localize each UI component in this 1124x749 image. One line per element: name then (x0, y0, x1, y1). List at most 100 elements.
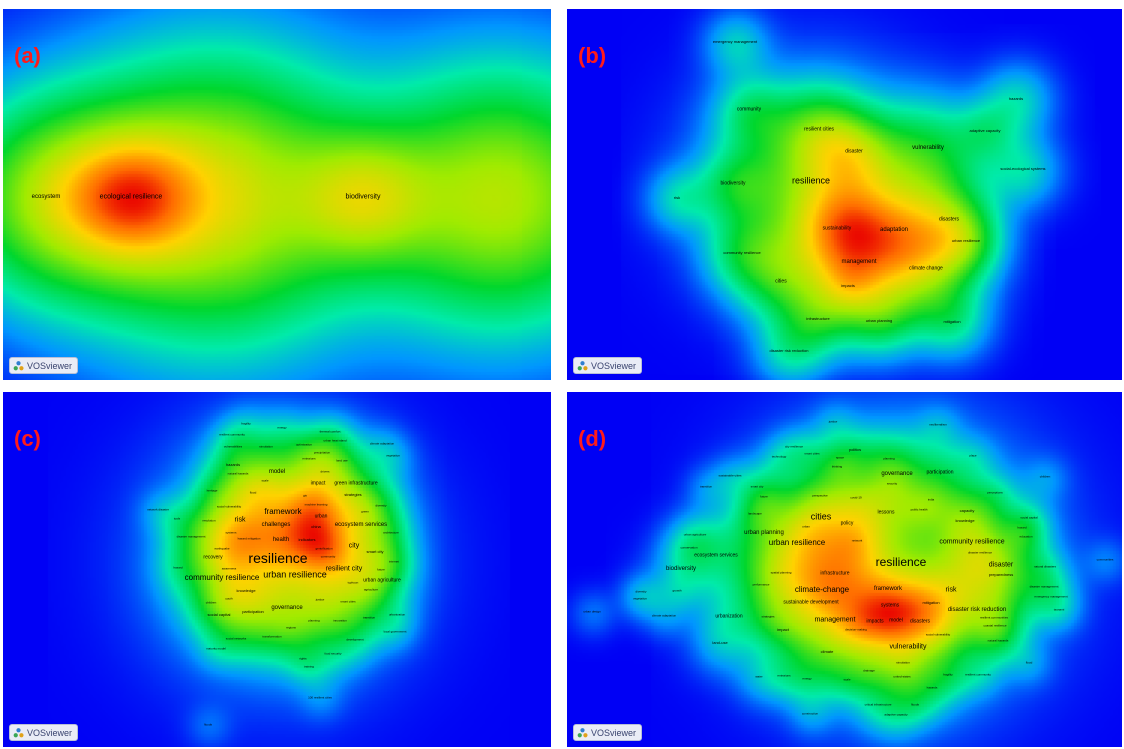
keyword-label: justice (315, 597, 325, 602)
keyword-label: strategies (344, 492, 362, 497)
keyword-label: urban planning (744, 530, 784, 536)
keyword-label: urban planning (865, 318, 893, 323)
keyword-label: climate change (909, 265, 943, 272)
keyword-label: green (361, 509, 369, 514)
keyword-label: regions (286, 625, 296, 630)
panel-label: (d) (578, 426, 607, 451)
keyword-label: disasters (938, 216, 960, 223)
keyword-label: adaptation (879, 227, 909, 233)
keyword-label: space (835, 455, 845, 460)
keyword-label: participation (926, 469, 954, 476)
keyword-label: planning (308, 618, 320, 623)
keyword-label: resilience (791, 175, 831, 186)
density-map-panel-c: fragility energy thermal comfort resilient … (3, 392, 551, 747)
keyword-label: adaptive capacity (884, 712, 908, 717)
keyword-label: urban heat island (323, 438, 347, 443)
keyword-label: vulnerabilities (223, 444, 243, 449)
keyword-label: machine learning (304, 502, 328, 507)
vosviewer-logo-icon (13, 361, 24, 371)
keyword-label: vegetation (386, 453, 400, 458)
keyword-label: social capital (1020, 515, 1038, 520)
keyword-label: resilience (248, 550, 308, 566)
keyword-label: transformation (262, 634, 282, 639)
keyword-label: technology (771, 454, 787, 459)
keyword-label: risk (945, 586, 957, 594)
keyword-label: maturity model (206, 646, 226, 651)
keyword-label: covid-19 (850, 495, 862, 500)
keyword-label: construction (801, 711, 819, 716)
keyword-label: drivers (320, 469, 330, 474)
density-heatmap (3, 9, 551, 380)
keyword-label: security (886, 481, 898, 486)
keyword-label: gentrification (315, 546, 333, 551)
keyword-label: food security (324, 651, 342, 656)
keyword-label: growth (672, 588, 682, 593)
keyword-label: smart city (366, 549, 384, 554)
keyword-label: future (377, 567, 385, 572)
keyword-label: thermal comfort (319, 429, 341, 434)
badge-label: VOSviewer (591, 727, 637, 738)
keyword-label: scale (261, 478, 269, 483)
keyword-label: children (205, 600, 217, 605)
keyword-label: climate-change (794, 585, 850, 594)
panel-label: (a) (14, 43, 41, 68)
keyword-label: urban (314, 513, 328, 520)
keyword-label: urbanization (388, 612, 406, 617)
keyword-label: development (346, 637, 364, 642)
keyword-label: typhoon (347, 580, 359, 585)
badge-label: VOSviewer (27, 727, 73, 738)
keyword-label: smart cities (804, 451, 820, 456)
badge-label: VOSviewer (591, 360, 637, 371)
keyword-label: vulnerability (889, 643, 927, 651)
keyword-label: disaster management (176, 534, 206, 539)
keyword-label: simulation (896, 660, 910, 665)
keyword-label: hazard (173, 565, 183, 570)
keyword-label: sustainability (822, 225, 852, 232)
keyword-label: resilient community (965, 672, 991, 677)
vosviewer-badge: VOSviewer (573, 724, 643, 741)
keyword-label: disaster (845, 148, 863, 155)
vosviewer-badge: VOSviewer (9, 357, 79, 374)
keyword-label: urban design (583, 609, 601, 614)
keyword-label: planning (883, 456, 895, 461)
keyword-label: hazard (1017, 525, 1027, 530)
keyword-label: performance (752, 582, 770, 587)
density-heatmap (567, 392, 1122, 747)
keyword-label: recovery (203, 554, 223, 561)
keyword-label: hazards (1008, 96, 1024, 101)
keyword-label: green infrastructure (334, 480, 378, 487)
density-heatmap (567, 9, 1122, 380)
keyword-label: knowledge (955, 518, 975, 523)
keyword-label: vulnerability (912, 145, 944, 151)
keyword-label: transition (362, 615, 376, 620)
keyword-label: social vulnerability (925, 632, 951, 637)
keyword-label: disaster resilience (967, 550, 993, 555)
keyword-label: diversity (375, 503, 387, 508)
keyword-label: community (320, 554, 336, 559)
keyword-label: disasters (909, 618, 931, 625)
keyword-label: hazard mitigation (237, 536, 261, 541)
keyword-label: emissions (302, 456, 316, 461)
keyword-label: resilient community (219, 432, 245, 437)
keyword-label: flood (1025, 660, 1033, 665)
keyword-label: infrastructure (820, 570, 850, 577)
keyword-label: natural disasters (1033, 564, 1057, 569)
panel-label: (c) (14, 426, 41, 451)
keyword-label: framework (264, 507, 302, 516)
keyword-label: smart cities (340, 599, 356, 604)
keyword-label: justice (828, 419, 838, 424)
keyword-label: biodiversity (720, 180, 746, 187)
keyword-label: 100 resilient cities (308, 695, 332, 700)
keyword-label: social-ecological systems (1000, 166, 1046, 171)
keyword-label: network (851, 538, 863, 543)
keyword-label: community resilience (723, 250, 761, 255)
keyword-label: tsunami (1053, 607, 1065, 612)
keyword-label: knowledge (236, 588, 256, 593)
vosviewer-logo-icon (13, 728, 24, 738)
keyword-label: children (1039, 474, 1051, 479)
keyword-label: city resilience (784, 444, 804, 449)
keyword-label: rights (299, 656, 307, 661)
keyword-label: public health (910, 507, 928, 512)
keyword-label: systems (225, 530, 237, 535)
keyword-label: risk (673, 195, 681, 200)
